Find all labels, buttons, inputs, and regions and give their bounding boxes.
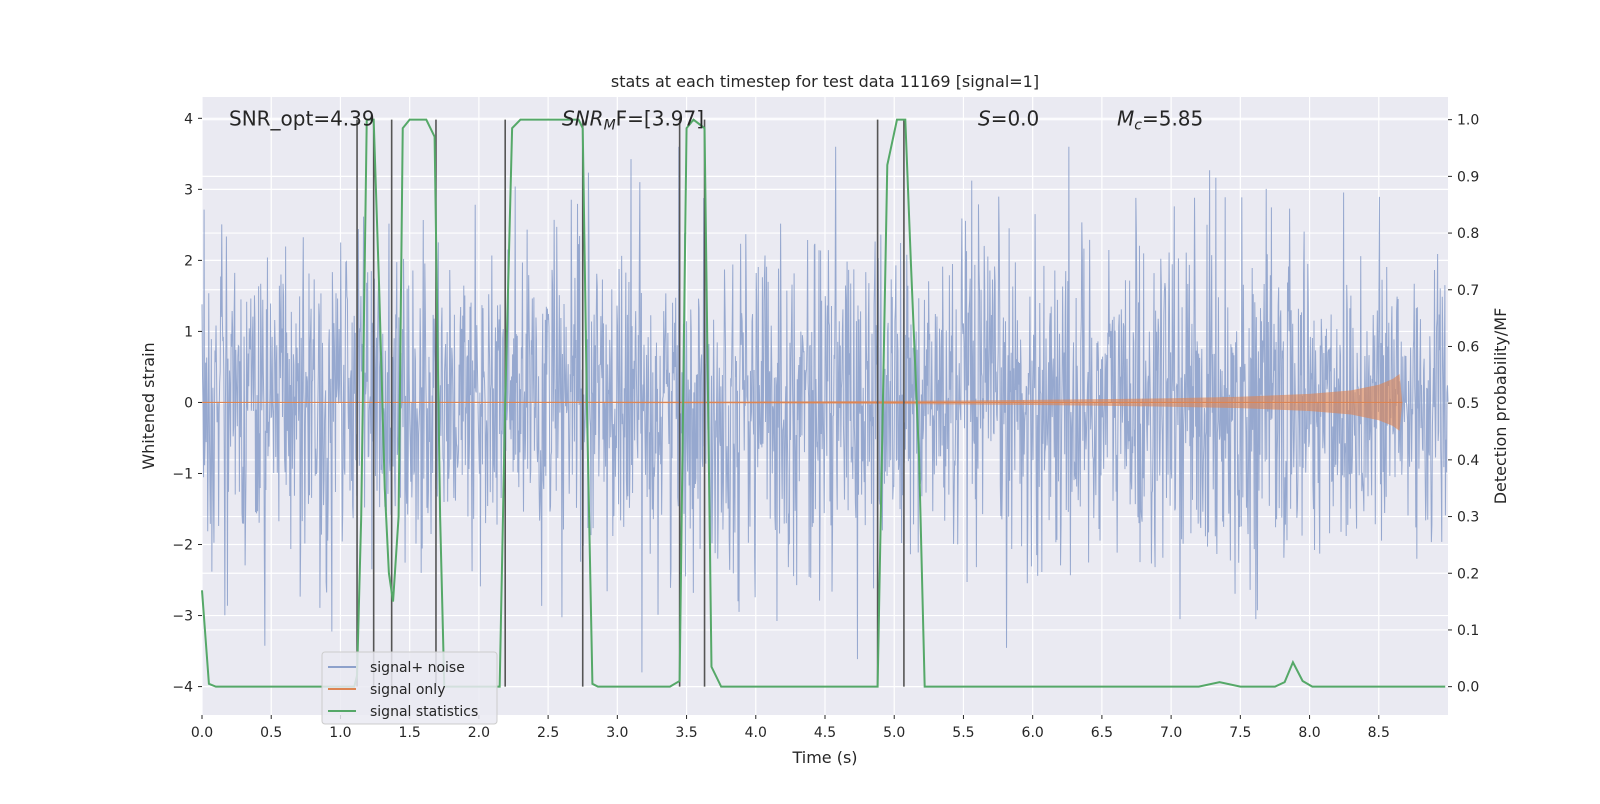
chart-title: stats at each timestep for test data 111…: [611, 72, 1039, 91]
annotation-snr-mf: SNRMF=[3.97]: [562, 106, 704, 133]
x-tick-label: 2.5: [537, 725, 559, 741]
legend-entry-signal-only: signal only: [370, 682, 445, 698]
x-tick-label: 4.5: [814, 725, 836, 741]
annotation-mc-suffix: =5.85: [1142, 106, 1203, 130]
y-right-tick-label: 0.6: [1457, 339, 1479, 355]
x-tick-label: 7.5: [1229, 725, 1251, 741]
y-left-tick-label: 3: [184, 182, 193, 198]
y-left-tick-label: 4: [184, 111, 193, 127]
x-tick-label: 6.5: [1091, 725, 1113, 741]
y-left-tick-label: −4: [172, 680, 193, 696]
y-right-tick-label: 0.5: [1457, 396, 1479, 412]
x-tick-label: 5.5: [952, 725, 974, 741]
y-right-tick-label: 0.7: [1457, 283, 1479, 299]
x-tick-label: 4.0: [745, 725, 767, 741]
y-left-tick-label: 0: [184, 395, 193, 411]
x-tick-label: 1.5: [399, 725, 421, 741]
x-tick-label: 2.0: [468, 725, 490, 741]
y-right-tick-label: 0.2: [1457, 566, 1479, 582]
annotation-snr-opt: SNR_opt=4.39: [229, 106, 375, 130]
x-tick-label: 5.0: [883, 725, 905, 741]
x-tick-label: 1.0: [329, 725, 351, 741]
x-tick-label: 6.0: [1022, 725, 1044, 741]
x-tick-label: 8.0: [1298, 725, 1320, 741]
y-right-axis-ticks: 1.0 0.9 0.8 0.7 0.6 0.5 0.4 0.3 0.2 0.1 0.0: [1448, 113, 1479, 696]
y-right-tick-label: 0.8: [1457, 226, 1479, 242]
x-tick-label: 3.5: [675, 725, 697, 741]
legend-entry-signal-statistics: signal statistics: [370, 704, 478, 720]
annotation-mc-prefix: M: [1117, 106, 1134, 130]
y-left-tick-label: −2: [172, 538, 193, 554]
annotation-snr-mf-suffix: F=[3.97]: [616, 106, 704, 130]
y-left-tick-label: 1: [184, 324, 193, 340]
x-tick-label: 0.0: [191, 725, 213, 741]
annotation-snr-mf-prefix: SNR: [562, 106, 604, 130]
y-right-tick-label: 0.3: [1457, 510, 1479, 526]
legend-entry-signal-noise: signal+ noise: [370, 660, 465, 676]
x-tick-label: 8.5: [1368, 725, 1390, 741]
x-axis-label: Time (s): [791, 748, 857, 767]
y-left-tick-label: −1: [172, 466, 193, 482]
legend: signal+ noise signal only signal statist…: [322, 652, 497, 724]
annotation-snr-mf-subscript: M: [604, 117, 616, 133]
x-tick-label: 0.5: [260, 725, 282, 741]
y-right-tick-label: 0.9: [1457, 169, 1479, 185]
y-left-axis-ticks: 4 3 2 1 0 −1 −2 −3 −4: [172, 111, 202, 695]
annotation-s-prefix: S: [978, 106, 991, 130]
annotation-s-suffix: =0.0: [991, 106, 1040, 130]
y-right-tick-label: 0.4: [1457, 453, 1479, 469]
y-right-tick-label: 0.0: [1457, 680, 1479, 696]
annotation-s: S=0.0: [978, 106, 1039, 130]
y-right-axis-label: Detection probability/MF: [1491, 308, 1510, 505]
y-left-tick-label: 2: [184, 253, 193, 269]
annotation-mc: Mc=5.85: [1117, 106, 1203, 133]
y-right-tick-label: 0.1: [1457, 623, 1479, 639]
y-left-tick-label: −3: [172, 609, 193, 625]
x-tick-label: 3.0: [606, 725, 628, 741]
x-tick-label: 7.0: [1160, 725, 1182, 741]
y-right-tick-label: 1.0: [1457, 113, 1479, 129]
y-left-axis-label: Whitened strain: [139, 342, 158, 469]
